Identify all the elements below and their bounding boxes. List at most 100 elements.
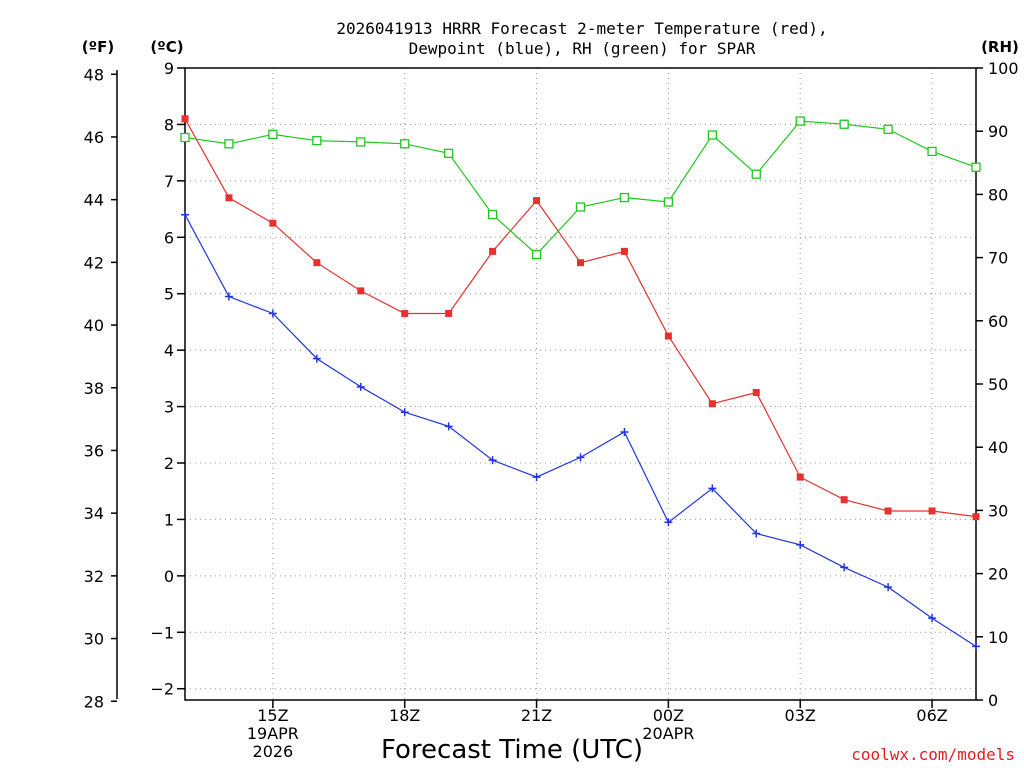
- temperature-point: [796, 473, 804, 481]
- rh-point: [531, 249, 542, 260]
- rh-point: [224, 139, 234, 149]
- rh-point: [268, 129, 278, 140]
- temperature-point: [972, 513, 980, 521]
- celsius-tick-label: 9: [164, 59, 174, 78]
- temperature-point: [577, 259, 584, 267]
- celsius-tick-label: 2: [164, 454, 174, 473]
- temperature-point: [445, 309, 453, 317]
- celsius-tick-label: −1: [150, 623, 174, 642]
- dewpoint-point: [576, 453, 585, 462]
- dewpoint-point: [224, 292, 233, 301]
- rh-point: [312, 136, 322, 146]
- credit-text: coolwx.com/models: [851, 745, 1015, 764]
- temperature-point: [401, 309, 409, 317]
- dewpoint-point: [884, 583, 893, 592]
- temperature-point: [620, 247, 628, 255]
- temperature-point: [269, 219, 277, 227]
- rh-tick-label: 0: [988, 691, 998, 710]
- chart-title-line1: 2026041913 HRRR Forecast 2-meter Tempera…: [336, 19, 827, 38]
- celsius-tick-label: −2: [150, 680, 174, 699]
- dewpoint-point: [532, 473, 541, 482]
- rh-point: [927, 146, 937, 157]
- dewpoint-point: [444, 422, 453, 431]
- dewpoint-point: [356, 382, 365, 391]
- rh-point: [180, 132, 190, 143]
- rh-point: [883, 124, 893, 134]
- temperature-point: [313, 259, 321, 267]
- temperature-point: [884, 507, 892, 515]
- celsius-unit-label: (ºC): [150, 38, 183, 56]
- dewpoint-point: [400, 408, 409, 417]
- temperature-point: [225, 194, 233, 202]
- dewpoint-point: [972, 642, 980, 651]
- rh-tick-label: 80: [988, 185, 1008, 204]
- rh-point: [444, 148, 454, 158]
- chart-title-line2: Dewpoint (blue), RH (green) for SPAR: [409, 39, 756, 58]
- x-tick-label: 19APR: [247, 724, 299, 743]
- celsius-tick-label: 8: [164, 115, 174, 134]
- dewpoint-point: [488, 456, 497, 465]
- rh-point: [619, 192, 630, 203]
- dewpoint-point: [620, 427, 629, 436]
- fahrenheit-tick-label: 46: [84, 128, 104, 147]
- grid: [185, 67, 976, 700]
- fahrenheit-tick-label: 36: [84, 441, 104, 460]
- x-tick-label: 00Z: [653, 706, 684, 725]
- rh-tick-label: 20: [988, 565, 1008, 584]
- temperature-point: [664, 332, 672, 340]
- temperature-point: [181, 115, 189, 123]
- dewpoint-line: [184, 214, 977, 647]
- dewpoint-point: [708, 484, 717, 493]
- rh-unit-label: (RH): [981, 38, 1019, 56]
- celsius-tick-label: 4: [164, 341, 174, 360]
- dewpoint-point: [796, 540, 805, 549]
- rh-point: [971, 162, 981, 172]
- fahrenheit-tick-label: 42: [84, 253, 104, 272]
- rh-point: [707, 130, 717, 140]
- rh-point: [400, 139, 410, 149]
- rh-point: [356, 137, 366, 147]
- series: [180, 115, 981, 651]
- rh-tick-label: 100: [988, 59, 1019, 78]
- rh-tick-label: 70: [988, 249, 1008, 268]
- axes: −2−1012345678928303234363840424446480102…: [84, 59, 1019, 761]
- dewpoint-point: [840, 563, 849, 572]
- x-axis-label: Forecast Time (UTC): [381, 735, 643, 765]
- rh-point: [839, 119, 849, 129]
- temperature-point: [357, 287, 365, 295]
- rh-tick-label: 50: [988, 375, 1008, 394]
- x-tick-label: 15Z: [257, 706, 288, 725]
- fahrenheit-tick-label: 34: [84, 504, 104, 523]
- x-tick-label: 03Z: [785, 706, 816, 725]
- rh-point: [487, 209, 498, 220]
- temperature-point: [489, 247, 497, 255]
- rh-tick-label: 40: [988, 438, 1008, 457]
- dewpoint-point: [181, 210, 189, 219]
- fahrenheit-tick-label: 48: [84, 65, 104, 84]
- x-tick-label: 06Z: [916, 706, 947, 725]
- temperature-point: [840, 496, 848, 504]
- celsius-tick-label: 7: [164, 172, 174, 191]
- rh-tick-label: 30: [988, 501, 1008, 520]
- dewpoint-point: [752, 529, 761, 538]
- rh-point: [751, 169, 761, 179]
- temperature-point: [533, 197, 541, 205]
- rh-tick-label: 60: [988, 312, 1008, 331]
- rh-point: [575, 202, 586, 212]
- dewpoint-point: [928, 614, 937, 623]
- fahrenheit-tick-label: 40: [84, 316, 104, 335]
- rh-point: [795, 116, 805, 126]
- celsius-tick-label: 1: [164, 510, 174, 529]
- dewpoint-point: [312, 354, 321, 363]
- fahrenheit-tick-label: 28: [84, 692, 104, 711]
- fahrenheit-tick-label: 44: [84, 191, 104, 210]
- fahrenheit-tick-label: 38: [84, 379, 104, 398]
- x-tick-label: 2026: [253, 742, 294, 761]
- rh-point: [663, 197, 674, 207]
- dewpoint-point: [664, 518, 673, 527]
- x-tick-label: 18Z: [389, 706, 420, 725]
- temperature-point: [928, 507, 936, 515]
- fahrenheit-tick-label: 32: [84, 567, 104, 586]
- temperature-point: [752, 388, 760, 396]
